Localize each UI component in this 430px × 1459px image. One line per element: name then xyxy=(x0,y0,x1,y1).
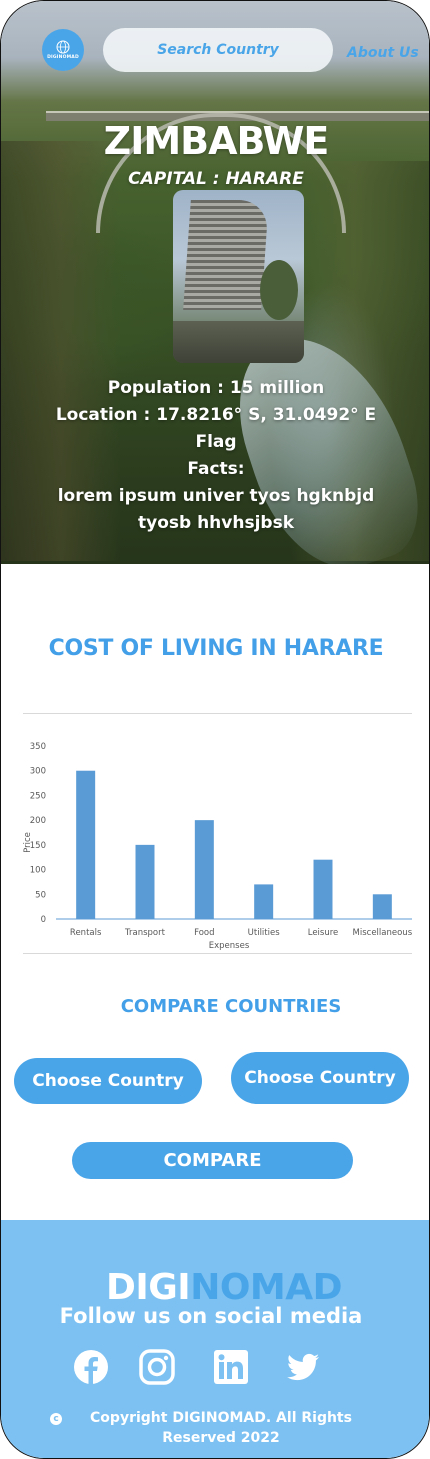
population-text: Population : 15 million xyxy=(107,378,325,398)
social-links xyxy=(73,1349,333,1389)
logo[interactable]: DIGINOMAD xyxy=(42,29,84,71)
x-tick-label: Food xyxy=(194,928,214,938)
city-photo-street xyxy=(173,321,304,363)
brand-part-2: NOMAD xyxy=(190,1267,343,1308)
y-tick-label: 350 xyxy=(30,742,46,752)
follow-text: Follow us on social media xyxy=(59,1304,363,1328)
instagram-icon[interactable] xyxy=(139,1349,175,1385)
y-tick-label: 0 xyxy=(41,915,46,925)
x-tick-label: Utilities xyxy=(248,928,281,938)
chart-bar xyxy=(372,894,392,919)
cost-chart-svg: 0 50 100 150 200 250 300 350 Rentals Transport Foo… xyxy=(23,742,412,951)
city-photo-building xyxy=(183,200,269,310)
hero-section: DIGINOMAD About Us ZIMBABWE CAPITAL : HA… xyxy=(1,1,429,564)
x-tick-label: Miscellaneous xyxy=(353,928,412,938)
copyright-icon: c xyxy=(50,1413,62,1425)
chart-bar xyxy=(194,820,214,919)
chart-bar xyxy=(76,770,96,919)
facts-label: Facts: xyxy=(187,459,245,479)
x-tick-label: Rentals xyxy=(70,928,102,938)
cost-title: COST OF LIVING IN HARARE xyxy=(48,636,384,661)
y-tick-label: 300 xyxy=(30,767,46,777)
linkedin-icon[interactable] xyxy=(213,1349,249,1385)
choose-country-button-1[interactable]: Choose Country xyxy=(14,1058,202,1104)
y-tick-label: 50 xyxy=(35,890,46,900)
globe-icon xyxy=(56,40,70,54)
x-tick-label: Leisure xyxy=(308,928,339,938)
chart-bar xyxy=(313,859,333,919)
copyright-label: Copyright DIGINOMAD. All Rights Reserved… xyxy=(90,1410,352,1446)
compare-button[interactable]: COMPARE xyxy=(72,1142,353,1179)
capital-label: CAPITAL : HARARE xyxy=(128,169,304,189)
y-tick-label: 250 xyxy=(30,791,46,801)
copyright-text: c Copyright DIGINOMAD. All Rights Reserve… xyxy=(1,1408,425,1448)
chart-bar xyxy=(254,884,274,919)
compare-title: COMPARE COUNTRIES xyxy=(120,996,342,1017)
flag-label: Flag xyxy=(195,432,237,452)
choose-country-button-2[interactable]: Choose Country xyxy=(231,1052,409,1104)
facebook-icon[interactable] xyxy=(73,1349,109,1385)
twitter-icon[interactable] xyxy=(285,1349,321,1385)
country-info: Population : 15 million Location : 17.82… xyxy=(1,375,429,537)
chart-bar xyxy=(135,844,155,919)
footer-brand: DIGINOMAD xyxy=(1,1267,429,1308)
about-us-link[interactable]: About Us xyxy=(347,45,419,61)
city-photo xyxy=(173,190,304,363)
country-title: ZIMBABWE xyxy=(103,119,330,163)
y-tick-label: 150 xyxy=(30,841,46,851)
location-text: Location : 17.8216° S, 31.0492° E xyxy=(55,405,377,425)
footer xyxy=(1,1220,429,1458)
y-tick-label: 100 xyxy=(30,866,46,876)
city-photo-tree xyxy=(260,260,298,320)
brand-part-1: DIGI xyxy=(105,1267,191,1308)
y-tick-label: 200 xyxy=(30,816,46,826)
x-tick-label: Transport xyxy=(124,928,166,938)
cost-chart: 0 50 100 150 200 250 300 350 Rentals Transport Foo… xyxy=(23,713,412,954)
x-axis-title: Expenses xyxy=(209,941,250,951)
search-input[interactable] xyxy=(118,42,318,58)
facts-text: lorem ipsum univer tyos hgknbjd tyosb hh… xyxy=(57,486,375,533)
y-axis-title: Price xyxy=(23,832,33,853)
logo-text: DIGINOMAD xyxy=(47,55,79,60)
search-bar[interactable] xyxy=(103,28,333,72)
